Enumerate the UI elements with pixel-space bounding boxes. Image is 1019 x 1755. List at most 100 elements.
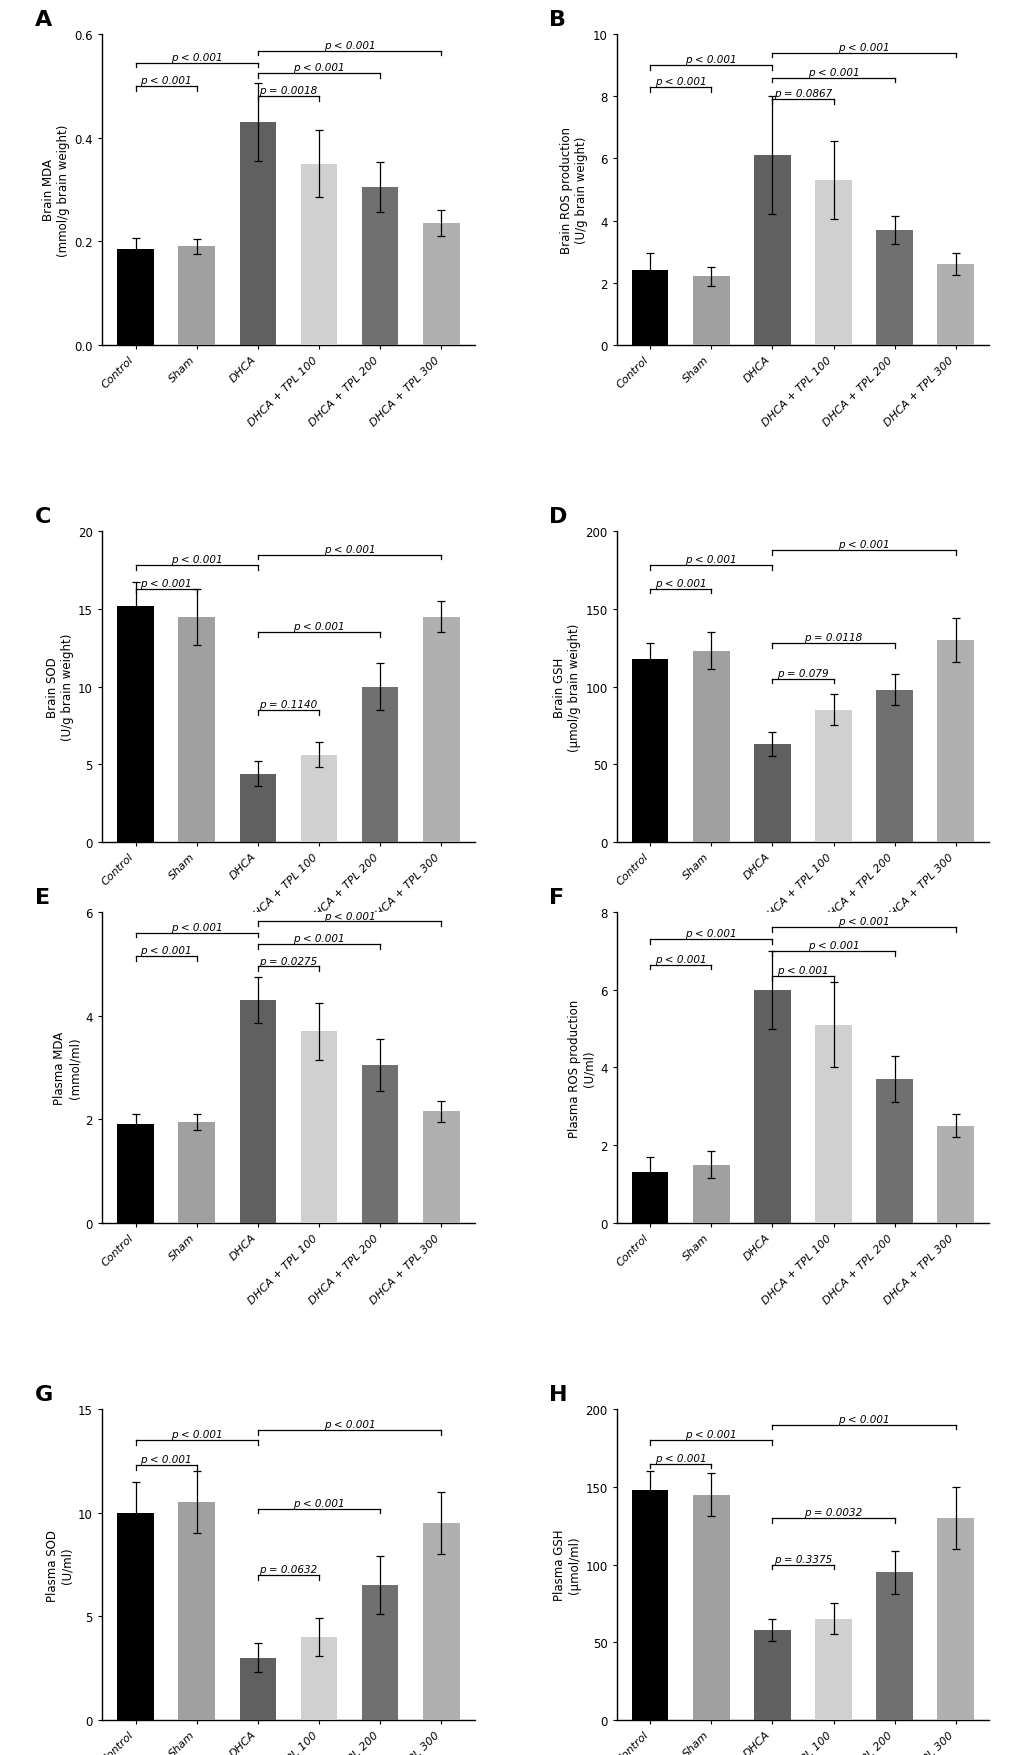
Bar: [117, 1125, 154, 1223]
Bar: [362, 1585, 398, 1720]
Bar: [814, 181, 851, 346]
Bar: [362, 1065, 398, 1223]
Bar: [423, 1113, 460, 1223]
Text: B: B: [549, 11, 566, 30]
Text: p < 0.001: p < 0.001: [807, 68, 858, 77]
Text: p < 0.001: p < 0.001: [171, 1430, 222, 1439]
Text: p = 0.0632: p = 0.0632: [259, 1564, 317, 1574]
Text: p < 0.001: p < 0.001: [838, 539, 889, 549]
Text: p = 0.079: p = 0.079: [776, 669, 828, 679]
Text: p < 0.001: p < 0.001: [141, 579, 192, 588]
Bar: [239, 774, 276, 842]
Text: p < 0.001: p < 0.001: [323, 911, 375, 921]
Y-axis label: Brain ROS production
(U/g brain weight): Brain ROS production (U/g brain weight): [559, 126, 588, 254]
Bar: [117, 607, 154, 842]
Text: p < 0.001: p < 0.001: [171, 53, 222, 63]
Bar: [631, 270, 667, 346]
Bar: [692, 277, 729, 346]
Bar: [631, 1490, 667, 1720]
Text: p < 0.001: p < 0.001: [171, 555, 222, 565]
Text: p < 0.001: p < 0.001: [323, 40, 375, 51]
Text: p < 0.001: p < 0.001: [292, 1497, 344, 1508]
Text: F: F: [549, 888, 564, 907]
Y-axis label: Plasma GSH
(μmol/ml): Plasma GSH (μmol/ml): [552, 1529, 581, 1601]
Text: p < 0.001: p < 0.001: [654, 955, 706, 963]
Text: p = 0.0275: p = 0.0275: [259, 956, 317, 965]
Text: p = 0.0118: p = 0.0118: [804, 634, 862, 642]
Bar: [936, 1127, 973, 1223]
Text: p < 0.001: p < 0.001: [323, 544, 375, 555]
Text: p = 0.0867: p = 0.0867: [773, 90, 832, 100]
Bar: [301, 165, 337, 346]
Text: D: D: [549, 507, 568, 526]
Text: p < 0.001: p < 0.001: [685, 1430, 737, 1439]
Text: p < 0.001: p < 0.001: [654, 77, 706, 88]
Text: p = 0.0018: p = 0.0018: [259, 86, 317, 97]
Bar: [178, 618, 215, 842]
Text: E: E: [35, 888, 50, 907]
Bar: [423, 225, 460, 346]
Bar: [875, 690, 912, 842]
Text: p = 0.0032: p = 0.0032: [804, 1508, 862, 1516]
Text: p < 0.001: p < 0.001: [654, 579, 706, 588]
Bar: [692, 1495, 729, 1720]
Bar: [814, 1025, 851, 1223]
Bar: [936, 265, 973, 346]
Text: G: G: [35, 1385, 53, 1404]
Text: p < 0.001: p < 0.001: [654, 1453, 706, 1464]
Bar: [631, 660, 667, 842]
Bar: [301, 1032, 337, 1223]
Text: p < 0.001: p < 0.001: [292, 934, 344, 944]
Y-axis label: Plasma SOD
(U/ml): Plasma SOD (U/ml): [46, 1529, 73, 1601]
Bar: [692, 1165, 729, 1223]
Bar: [301, 755, 337, 842]
Bar: [117, 1513, 154, 1720]
Bar: [875, 230, 912, 346]
Text: p < 0.001: p < 0.001: [776, 965, 828, 976]
Bar: [753, 156, 790, 346]
Bar: [875, 1572, 912, 1720]
Bar: [753, 744, 790, 842]
Text: p < 0.001: p < 0.001: [141, 75, 192, 86]
Text: p < 0.001: p < 0.001: [807, 941, 858, 951]
Bar: [753, 990, 790, 1223]
Bar: [875, 1079, 912, 1223]
Text: p < 0.001: p < 0.001: [838, 42, 889, 53]
Text: p < 0.001: p < 0.001: [685, 555, 737, 565]
Bar: [239, 123, 276, 346]
Bar: [239, 1000, 276, 1223]
Bar: [631, 1172, 667, 1223]
Bar: [178, 1121, 215, 1223]
Bar: [239, 1658, 276, 1720]
Text: p < 0.001: p < 0.001: [685, 54, 737, 65]
Text: p < 0.001: p < 0.001: [838, 916, 889, 927]
Bar: [178, 1502, 215, 1720]
Bar: [362, 188, 398, 346]
Text: p < 0.001: p < 0.001: [323, 1420, 375, 1429]
Y-axis label: Plasma ROS production
(U/ml): Plasma ROS production (U/ml): [568, 999, 595, 1137]
Text: p < 0.001: p < 0.001: [685, 928, 737, 939]
Y-axis label: Brain GSH
(μmol/g brain weight): Brain GSH (μmol/g brain weight): [552, 623, 581, 751]
Bar: [936, 641, 973, 842]
Text: A: A: [35, 11, 52, 30]
Bar: [814, 1618, 851, 1720]
Bar: [814, 711, 851, 842]
Text: C: C: [35, 507, 51, 526]
Bar: [178, 247, 215, 346]
Text: H: H: [549, 1385, 568, 1404]
Bar: [301, 1637, 337, 1720]
Bar: [753, 1630, 790, 1720]
Text: p < 0.001: p < 0.001: [141, 1455, 192, 1464]
Text: p = 0.1140: p = 0.1140: [259, 700, 317, 709]
Text: p < 0.001: p < 0.001: [171, 923, 222, 932]
Text: p < 0.001: p < 0.001: [838, 1415, 889, 1423]
Bar: [362, 688, 398, 842]
Text: p < 0.001: p < 0.001: [141, 946, 192, 956]
Text: p < 0.001: p < 0.001: [292, 63, 344, 74]
Y-axis label: Plasma MDA
(mmol/ml): Plasma MDA (mmol/ml): [53, 1032, 82, 1104]
Bar: [936, 1518, 973, 1720]
Bar: [423, 1523, 460, 1720]
Y-axis label: Brain MDA
(mmol/g brain weight): Brain MDA (mmol/g brain weight): [42, 125, 70, 256]
Text: p < 0.001: p < 0.001: [292, 621, 344, 632]
Bar: [692, 651, 729, 842]
